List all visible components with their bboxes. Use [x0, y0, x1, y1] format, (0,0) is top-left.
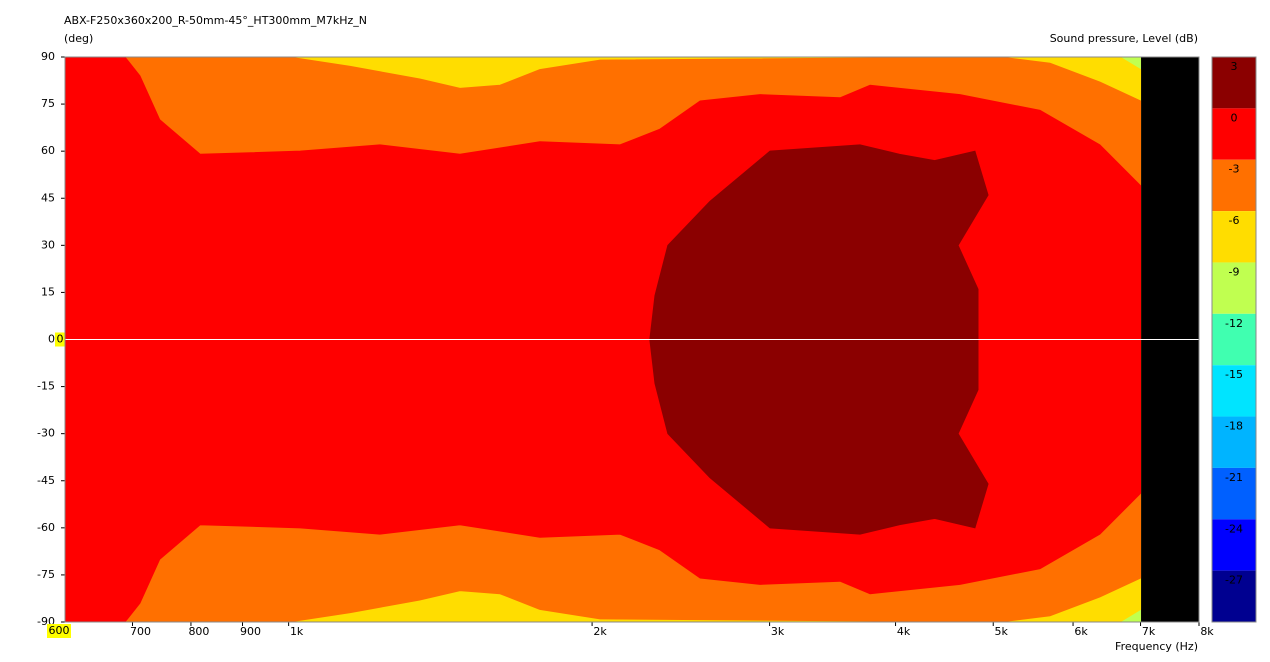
colorbar-tick-label: -6 [1229, 214, 1240, 227]
cursor-y-box [55, 332, 65, 347]
x-tick-label: 4k [897, 625, 911, 638]
colorbar-tick-label: -3 [1229, 163, 1240, 176]
y-tick-label: 15 [41, 285, 55, 298]
chart-title: ABX-F250x360x200_R-50mm-45°_HT300mm_M7kH… [64, 14, 367, 27]
colorbar-frame [1211, 56, 1257, 623]
colorbar-label: Sound pressure, Level (dB) [1050, 32, 1198, 45]
y-tick-label: 75 [41, 97, 55, 110]
colorbar-band [1212, 570, 1256, 622]
colorbar-tick-label: -15 [1225, 368, 1243, 381]
cursor-x-label: 600 [49, 624, 70, 637]
colorbar-band [1212, 262, 1256, 314]
y-tick-label: 60 [41, 144, 55, 157]
x-tick-label: 2k [593, 625, 607, 638]
y-tick-label: 0 [48, 333, 55, 346]
colorbar-band [1212, 416, 1256, 468]
colorbar-band [1212, 211, 1256, 263]
colorbar-tick-label: -12 [1225, 317, 1243, 330]
x-tick-label: 8k [1200, 625, 1214, 638]
colorbar-band [1212, 519, 1256, 571]
x-tick-label: 700 [130, 625, 151, 638]
cursor-x-box [47, 624, 71, 638]
y-tick-label: -30 [37, 427, 55, 440]
colorbar-tick-label: 3 [1231, 60, 1238, 73]
colorbar-band [1212, 159, 1256, 212]
x-tick-label: 1k [290, 625, 304, 638]
cursor-y-label: 0 [57, 333, 64, 346]
x-tick-label: 7k [1142, 625, 1156, 638]
colorbar-band [1212, 313, 1256, 366]
colorbar-band [1212, 467, 1256, 520]
colorbar-band [1212, 57, 1256, 109]
x-tick-label: 900 [240, 625, 261, 638]
y-axis-label: (deg) [64, 32, 93, 45]
colorbar-tick-label: -18 [1225, 420, 1243, 433]
x-tick-label: 800 [188, 625, 209, 638]
colorbar-tick-label: -9 [1229, 265, 1240, 278]
y-tick-label: 45 [41, 191, 55, 204]
plot-frame [64, 56, 1200, 623]
y-tick-label: -75 [37, 568, 55, 581]
x-tick-label: 3k [771, 625, 785, 638]
colorbar-tick-label: -21 [1225, 471, 1243, 484]
colorbar-band [1212, 365, 1256, 417]
colorbar-band [1212, 108, 1256, 160]
y-tick-label: 90 [41, 50, 55, 63]
y-tick-label: -45 [37, 474, 55, 487]
colorbar-tick-label: -24 [1225, 522, 1243, 535]
y-tick-label: 30 [41, 238, 55, 251]
x-tick-label: 5k [995, 625, 1009, 638]
x-axis-label: Frequency (Hz) [1115, 640, 1198, 653]
y-tick-label: -15 [37, 380, 55, 393]
x-tick-label: 6k [1074, 625, 1088, 638]
colorbar-tick-label: 0 [1231, 111, 1238, 124]
colorbar-tick-label: -27 [1225, 574, 1243, 587]
y-tick-label: -60 [37, 521, 55, 534]
